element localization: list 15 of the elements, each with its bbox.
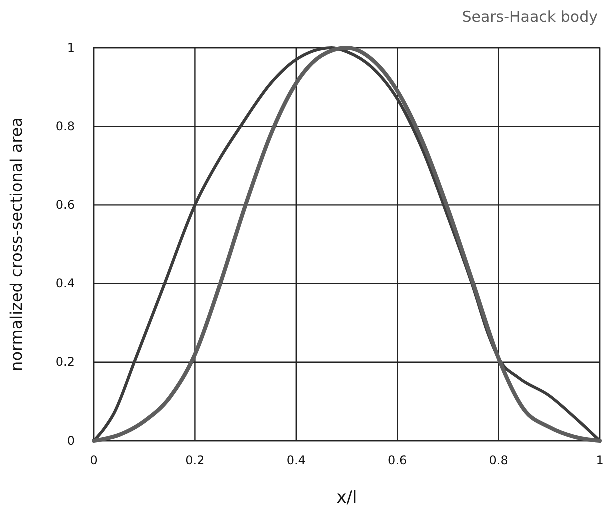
x-tick-label: 0.4 xyxy=(286,454,306,468)
x-axis-title: x/l xyxy=(336,488,358,508)
y-tick-label: 0 xyxy=(67,434,75,448)
x-tick-label: 0.6 xyxy=(388,454,408,468)
x-tick-label: 0 xyxy=(90,454,98,468)
y-tick-label: 0.6 xyxy=(56,198,75,212)
x-tick-label: 0.2 xyxy=(186,454,205,468)
y-tick-label: 0.4 xyxy=(56,276,75,291)
x-tick-label: 1 xyxy=(596,454,603,468)
y-axis-title: normalized cross-sectional area xyxy=(7,118,26,372)
text: Sears-Haack body xyxy=(462,8,598,26)
y-tick-label: 0.8 xyxy=(56,119,75,134)
y-tick-label: 0.2 xyxy=(56,355,75,370)
y-tick-label: 1 xyxy=(67,40,75,55)
x-tick-label: 0.8 xyxy=(489,454,508,468)
